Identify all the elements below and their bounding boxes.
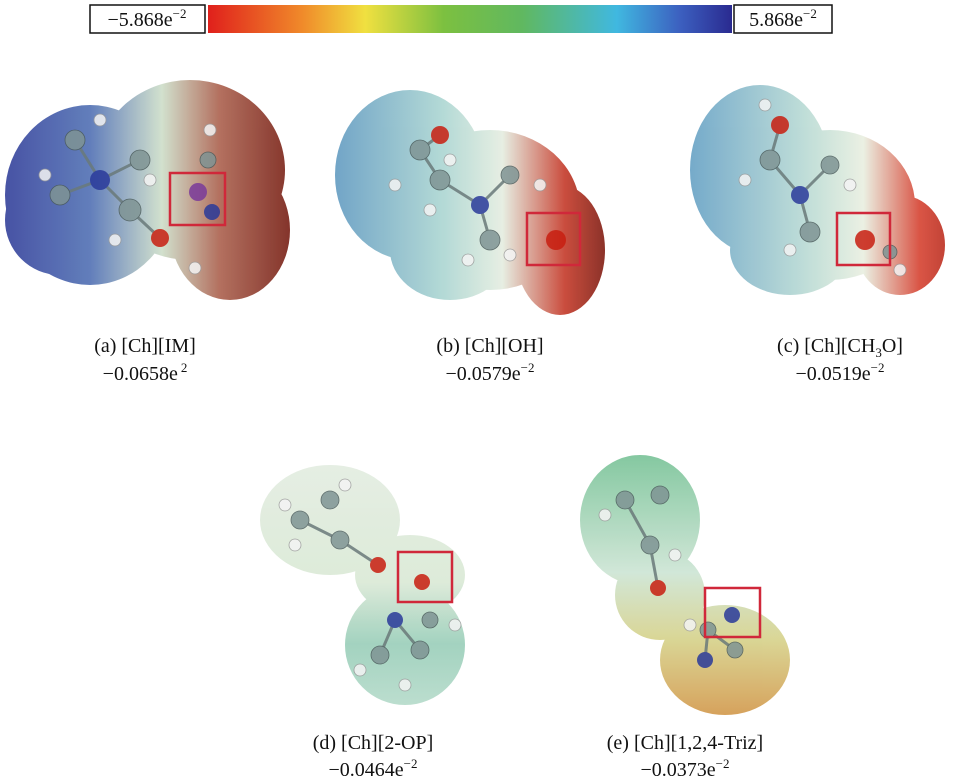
min-box: [89, 4, 206, 34]
value-exp: −2: [716, 756, 730, 771]
value-base: −0.0579e: [446, 363, 521, 385]
value-exp: −2: [404, 756, 418, 771]
value-base: −0.0464e: [329, 759, 404, 781]
value-base: −0.0658e: [103, 363, 178, 385]
label-text: (c) [Ch][CH: [777, 335, 875, 357]
max-box: [733, 4, 833, 34]
label-after: O]: [882, 335, 903, 357]
scale-min-exp: −2: [173, 6, 187, 21]
panel-label: (e) [Ch][1,2,4-Triz]: [607, 732, 763, 754]
value-exp: −2: [871, 360, 885, 375]
molecule-b: [335, 90, 605, 315]
panel-label: (c) [Ch][CH3O]: [777, 335, 903, 360]
label-sub: 3: [875, 345, 882, 360]
scale-max-base: 5.868e: [749, 9, 803, 31]
scale-max-exp: −2: [803, 6, 817, 21]
value-exp: 2: [181, 360, 188, 375]
panel-label: (a) [Ch][IM]: [94, 335, 196, 357]
molecule-e: [580, 455, 790, 715]
panel-value: −0.0658e 2: [103, 360, 188, 385]
molecule-d: [260, 465, 465, 705]
value-base: −0.0519e: [796, 363, 871, 385]
scale-min: −5.868e−2: [108, 6, 187, 31]
panel-value: −0.0519e−2: [796, 360, 885, 385]
value-exp: −2: [521, 360, 535, 375]
scale-max: 5.868e−2: [749, 6, 817, 31]
color-scale: [208, 5, 732, 33]
panel-value: −0.0464e−2: [329, 756, 418, 781]
panel-label: (d) [Ch][2-OP]: [313, 732, 434, 754]
value-base: −0.0373e: [641, 759, 716, 781]
panel-label: (b) [Ch][OH]: [436, 335, 543, 357]
panel-value: −0.0373e−2: [641, 756, 730, 781]
panel-value: −0.0579e−2: [446, 360, 535, 385]
molecule-c: [690, 85, 945, 295]
scale-min-base: −5.868e: [108, 9, 173, 31]
molecule-a: [5, 80, 290, 300]
